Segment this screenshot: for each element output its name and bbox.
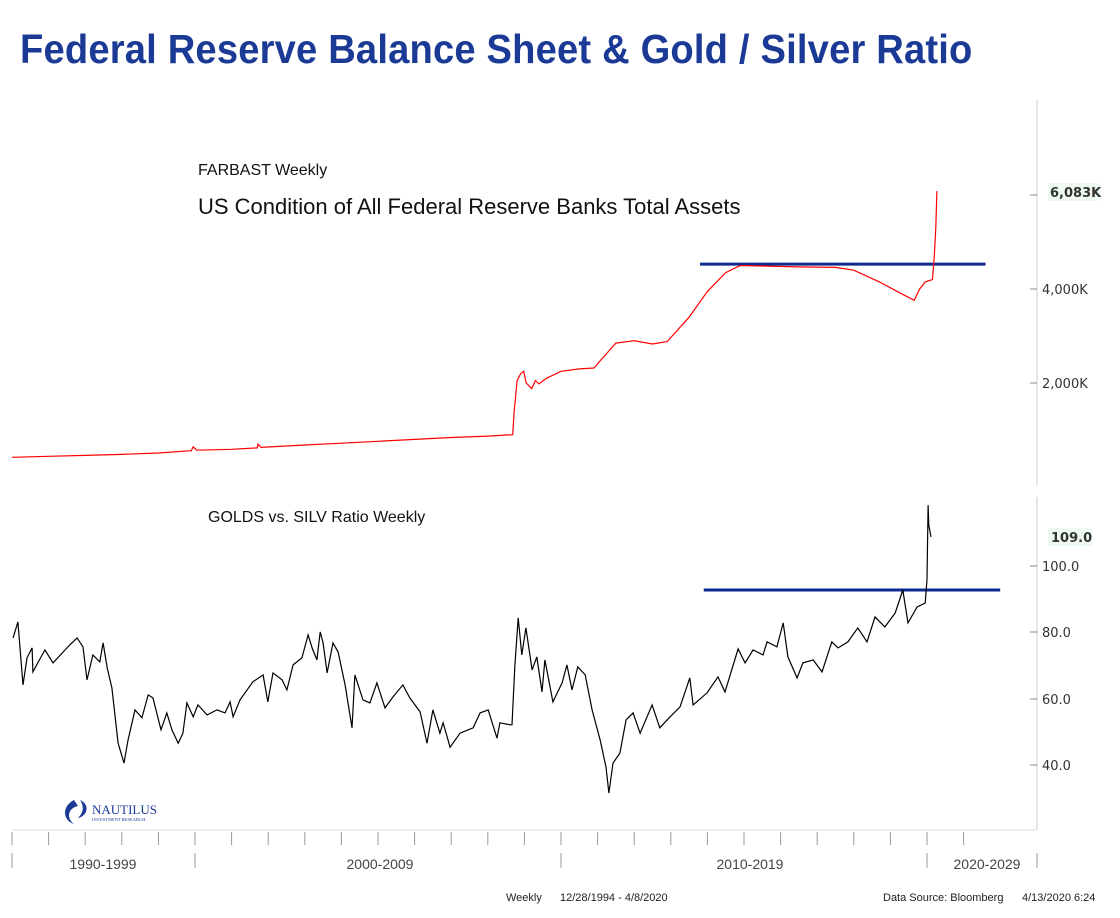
last-value-label: 6,083K <box>1050 186 1102 201</box>
top-chart-title: FARBAST Weekly <box>198 162 327 179</box>
decade-label: 2010-2019 <box>717 856 784 872</box>
last-value-label: 109.0 <box>1051 531 1092 546</box>
y-tick-label: 80.0 <box>1042 626 1071 641</box>
fed-assets-line <box>11 191 938 458</box>
footer-timestamp: 4/13/2020 6:24 <box>1022 892 1095 904</box>
decade-label: 2000-2009 <box>347 856 414 872</box>
last-value-bg <box>1048 528 1092 546</box>
bottom-chart-title: GOLDS vs. SILV Ratio Weekly <box>208 509 425 526</box>
decade-label: 1990-1999 <box>70 856 137 872</box>
footer-frequency: Weekly <box>506 892 542 904</box>
logo-swirl-icon <box>78 800 87 818</box>
top-chart-subtitle: US Condition of All Federal Reserve Bank… <box>198 194 741 219</box>
decade-label: 2020-2029 <box>954 856 1021 872</box>
gold-silver-ratio-line <box>12 505 932 794</box>
x-axis-ticks <box>11 832 1038 868</box>
logo-text: NAUTILUS <box>92 802 157 817</box>
y-tick-label: 100.0 <box>1042 560 1079 575</box>
y-tick-label: 60.0 <box>1042 693 1071 708</box>
y-tick-label: 2,000K <box>1042 377 1088 392</box>
y-tick-label: 4,000K <box>1042 283 1088 298</box>
nautilus-logo: NAUTILUS INVESTMENT RESEARCH <box>65 800 157 824</box>
footer-source: Data Source: Bloomberg <box>883 892 1003 904</box>
y-tick-label: 40.0 <box>1042 759 1071 774</box>
page-title: Federal Reserve Balance Sheet & Gold / S… <box>20 26 973 72</box>
logo-swirl-icon <box>65 800 78 824</box>
footer-range: 12/28/1994 - 4/8/2020 <box>560 892 668 904</box>
last-value-bg <box>1048 183 1100 201</box>
logo-subtext: INVESTMENT RESEARCH <box>92 817 146 822</box>
